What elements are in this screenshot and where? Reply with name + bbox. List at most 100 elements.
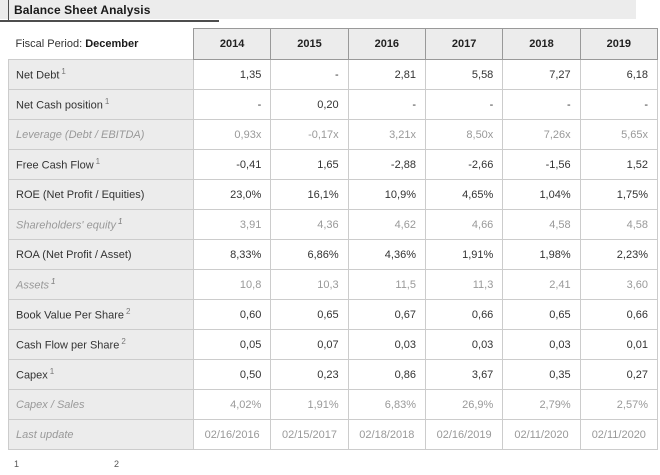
value-cell: 23,0%: [192, 179, 272, 210]
metric-label-cell: Book Value Per Share 2: [8, 299, 194, 330]
footnote-ref: 1: [104, 97, 110, 107]
table-row: Shareholders' equity 1 3,91 4,36 4,62 4,66 4,5…: [8, 209, 659, 240]
table-row: Capex 1 0,50 0,23 0,86 3,67 0,35 0,27: [8, 359, 659, 390]
metric-label-cell: Capex / Sales: [8, 389, 194, 420]
value-cell: -2,88: [347, 149, 426, 180]
metric-label-cell: Free Cash Flow 1: [8, 149, 194, 180]
value-cell: 4,36: [270, 209, 349, 240]
table-row: Free Cash Flow 1 -0,41 1,65 -2,88 -2,66 -1,56 1…: [8, 149, 659, 180]
metric-label-cell: Cash Flow per Share 2: [8, 329, 194, 360]
title-tab-underline: [0, 20, 219, 22]
value-cell: 10,8: [192, 269, 272, 300]
metric-label: Net Debt: [16, 69, 60, 82]
footnote-ref: 1: [51, 277, 56, 287]
year-header-cell: 2015: [270, 28, 349, 60]
value-cell: -0,17x: [270, 119, 349, 150]
table-row: Net Cash position 1-0,20- - - -: [8, 89, 659, 120]
value-cell: 1,65: [270, 149, 349, 180]
footnote-ref: 1: [49, 367, 55, 377]
table-row: ROA (Net Profit / Asset) 8,33% 6,86% 4,36% 1…: [8, 239, 659, 270]
value-cell: 4,58: [502, 209, 581, 240]
value-cell: 6,86%: [270, 239, 349, 270]
value-cell: -1,56: [502, 149, 581, 180]
value-cell: 3,67: [424, 359, 504, 390]
metric-label: Leverage (Debt / EBITDA): [16, 128, 145, 141]
value-cell: 7,27: [502, 59, 581, 90]
footnote-ref: 2: [121, 337, 126, 347]
page-title: Balance Sheet Analysis: [14, 3, 151, 17]
value-cell: 1,98%: [502, 239, 581, 270]
year-header-cell: 2014: [192, 28, 272, 60]
table-row: Capex / Sales 4,02% 1,91% 6,83% 26,9% 2,79% 2,…: [8, 389, 659, 420]
value-cell: 5,58: [424, 59, 504, 90]
balance-sheet-table: Fiscal Period: December 2014 2015 2016 2017…: [8, 28, 659, 450]
value-cell: -2,66: [424, 149, 504, 180]
table-row: Cash Flow per Share 2 0,05 0,07 0,03 0,03 0,03…: [8, 329, 659, 360]
value-cell: 4,58: [579, 209, 659, 240]
value-cell: -: [270, 59, 349, 90]
metric-label: Book Value Per Share: [16, 309, 125, 322]
value-cell: 4,62: [347, 209, 426, 240]
metric-label-cell: Leverage (Debt / EBITDA): [8, 119, 194, 150]
value-cell: 0,50: [192, 359, 272, 390]
table-header-row: Fiscal Period: December 2014 2015 2016 2017…: [8, 28, 659, 60]
value-cell: -: [192, 89, 272, 120]
value-cell: 0,03: [502, 329, 581, 360]
value-cell: 02/11/2020: [502, 419, 581, 450]
value-cell: 4,02%: [192, 389, 272, 420]
value-cell: 0,35: [502, 359, 581, 390]
value-cell: 0,27: [579, 359, 659, 390]
value-cell: 0,65: [270, 299, 349, 330]
value-cell: 0,60: [192, 299, 272, 330]
value-cell: 02/15/2017: [270, 419, 349, 450]
metric-label: Shareholders' equity: [16, 219, 116, 232]
footnote-ref: 1: [95, 157, 101, 167]
metric-label-cell: Net Cash position 1: [8, 89, 194, 120]
metric-label: Last update: [16, 428, 74, 441]
table-row: Assets 1 10,8 10,3 11,5 11,3 2,41 3,60: [8, 269, 659, 300]
metric-label: ROA (Net Profit / Asset): [16, 248, 132, 261]
value-cell: -0,41: [192, 149, 272, 180]
value-cell: 0,86: [347, 359, 426, 390]
value-cell: 7,26x: [502, 119, 581, 150]
fiscal-period-label: Fiscal Period:: [15, 37, 83, 50]
metric-label-cell: ROE (Net Profit / Equities): [8, 179, 194, 210]
footnote-1-marker: 1: [14, 459, 20, 469]
value-cell: 02/16/2016: [192, 419, 272, 450]
metric-label: Net Cash position: [16, 99, 103, 112]
value-cell: 6,83%: [347, 389, 426, 420]
value-cell: 1,91%: [424, 239, 504, 270]
value-cell: 2,57%: [579, 389, 659, 420]
value-cell: -: [424, 89, 504, 120]
metric-label-cell: Last update: [8, 419, 194, 450]
value-cell: 0,03: [347, 329, 426, 360]
value-cell: 2,41: [502, 269, 581, 300]
value-cell: 0,07: [270, 329, 349, 360]
table-row: Net Debt 1 1,35-2,81 5,58 7,27 6,18: [8, 59, 659, 90]
value-cell: 0,65: [502, 299, 581, 330]
value-cell: 16,1%: [270, 179, 349, 210]
value-cell: 10,9%: [347, 179, 426, 210]
value-cell: 10,3: [270, 269, 349, 300]
value-cell: 0,03: [424, 329, 504, 360]
footnote-ref: 1: [117, 217, 123, 227]
fiscal-period-header-cell: Fiscal Period: December: [8, 28, 194, 60]
value-cell: 3,91: [192, 209, 272, 240]
value-cell: 4,36%: [347, 239, 426, 270]
footnote-1: 1: [14, 459, 19, 475]
value-cell: 0,20: [270, 89, 349, 120]
value-cell: 0,23: [270, 359, 349, 390]
value-cell: 1,04%: [502, 179, 581, 210]
footnote-ref: 2: [126, 307, 131, 317]
metric-label: Free Cash Flow: [16, 159, 94, 172]
value-cell: 5,65x: [579, 119, 659, 150]
value-cell: 2,81: [347, 59, 426, 90]
value-cell: 1,91%: [270, 389, 349, 420]
table-row: Book Value Per Share 2 0,60 0,65 0,67 0,66 0,6…: [8, 299, 659, 330]
metric-label-cell: Assets 1: [8, 269, 194, 300]
footnote-2: 2: [114, 459, 119, 475]
year-header-cell: 2018: [502, 28, 581, 60]
value-cell: -: [347, 89, 426, 120]
value-cell: 2,23%: [579, 239, 659, 270]
